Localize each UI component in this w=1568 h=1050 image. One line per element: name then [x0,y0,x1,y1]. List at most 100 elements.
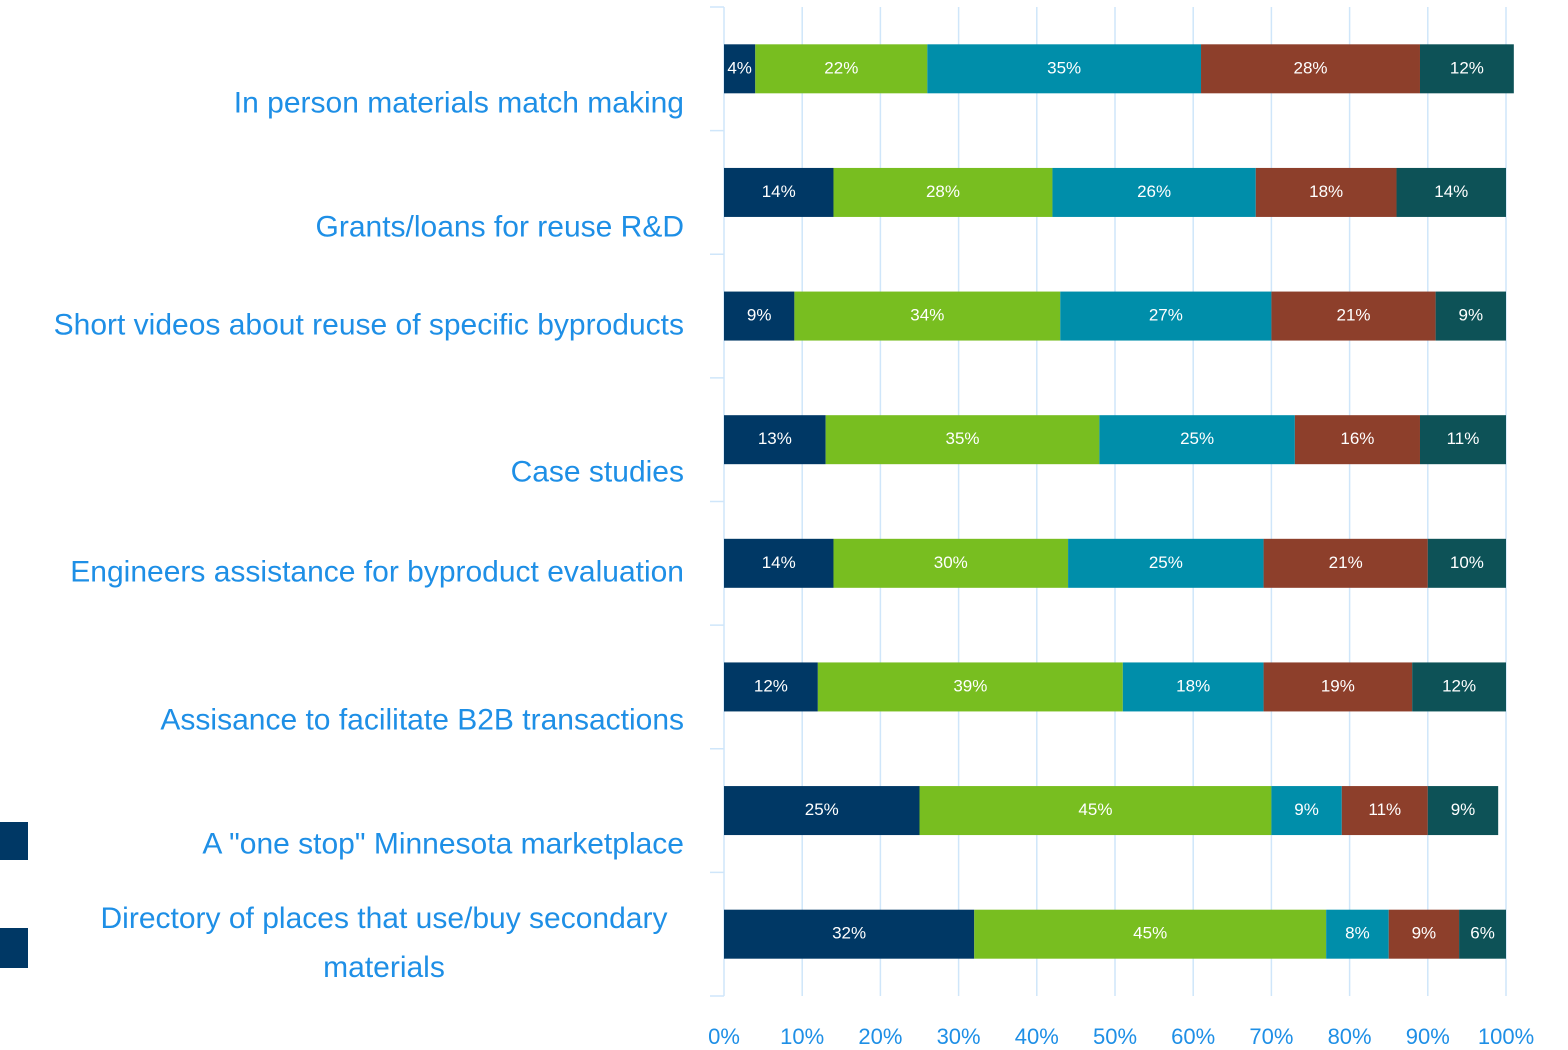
y-tick-label: Assisance to facilitate B2B transactions [160,703,684,737]
data-label: 25% [1180,429,1214,448]
data-label: 8% [1345,924,1370,943]
data-label: 9% [1412,924,1437,943]
x-tick-label: 90% [1406,1024,1450,1049]
bar-segment [1459,909,1506,959]
data-label: 35% [1047,58,1081,77]
bar-segment [1435,291,1506,341]
data-label: 39% [953,676,987,695]
bar-segment [1341,786,1428,836]
data-label: 14% [762,553,796,572]
data-label: 14% [1434,182,1468,201]
data-label: 28% [1293,58,1327,77]
x-tick-label: 60% [1171,1024,1215,1049]
data-label: 18% [1176,676,1210,695]
data-label: 6% [1470,924,1495,943]
bar-segment [1060,291,1272,341]
bar-segment [1263,662,1413,712]
bar-segment [1412,662,1506,712]
x-tick-label: 10% [780,1024,824,1049]
data-label: 19% [1321,676,1355,695]
bar-segment [724,291,795,341]
category-label-box: In person materials match making [4,79,684,128]
bar-segment [1294,415,1420,465]
data-label: 9% [1459,306,1484,325]
bar-segment [1052,167,1256,217]
data-label: 9% [747,306,772,325]
bar-segment [724,662,818,712]
bar-segment [724,786,920,836]
data-label: 13% [758,429,792,448]
data-label: 12% [754,676,788,695]
data-label: 11% [1447,429,1480,448]
category-label-box: Short videos about reuse of specific byp… [44,301,684,350]
y-tick-label: Grants/loans for reuse R&D [315,210,684,244]
bar-segment [724,538,834,588]
data-label: 21% [1329,553,1363,572]
category-label-box: Grants/loans for reuse R&D [4,203,684,252]
category-label-box: Case studies [4,448,684,497]
data-label: 9% [1294,800,1319,819]
data-label: 18% [1309,182,1343,201]
data-label: 34% [910,306,944,325]
bar-segment [1271,786,1342,836]
y-tick-label: Directory of places that use/buy seconda… [100,902,668,984]
data-label: 22% [824,58,858,77]
category-label-box: Directory of places that use/buy seconda… [84,894,684,992]
category-label-box: Assisance to facilitate B2B transactions [0,696,684,745]
bar-segment [1122,662,1264,712]
data-label: 26% [1137,182,1171,201]
x-tick-label: 70% [1249,1024,1293,1049]
bar-segment [1388,909,1460,959]
x-tick-label: 40% [1015,1024,1059,1049]
y-tick-label: Short videos about reuse of specific byp… [53,308,684,342]
legend-marker [0,822,28,860]
x-tick-label: 0% [708,1024,740,1049]
data-label: 12% [1450,58,1484,77]
bar-segment [1419,44,1514,94]
data-label: 21% [1336,306,1370,325]
bar-segment [919,786,1272,836]
bar-segment [724,44,756,94]
data-label: 16% [1340,429,1374,448]
x-tick-label: 20% [858,1024,902,1049]
data-label: 35% [945,429,979,448]
bar-segment [927,44,1202,94]
data-label: 45% [1078,800,1112,819]
data-label: 30% [934,553,968,572]
bar-segment [1326,909,1389,959]
bar-segment [825,415,1100,465]
data-label: 12% [1442,676,1476,695]
y-tick-label: Engineers assistance for byproduct evalu… [70,555,684,589]
bar-segment [1427,786,1499,836]
bar-segment [794,291,1061,341]
bar-segment [1263,538,1428,588]
bar-segment [1419,415,1506,465]
bar-segment [724,415,826,465]
bar-segment [1271,291,1436,341]
data-label: 32% [832,924,866,943]
bar-segment [1068,538,1264,588]
bar-segment [817,662,1123,712]
data-label: 45% [1133,924,1167,943]
bar-segment [1396,167,1506,217]
bar-segment [1255,167,1397,217]
y-tick-label: Case studies [510,455,684,489]
data-label: 25% [805,800,839,819]
x-tick-label: 50% [1093,1024,1137,1049]
data-label: 14% [762,182,796,201]
data-label: 11% [1368,800,1401,819]
data-label: 27% [1149,306,1183,325]
bar-segment [755,44,928,94]
bar-segment [833,538,1069,588]
bar-segment [1427,538,1506,588]
data-label: 4% [727,58,752,77]
bar-segment [724,167,834,217]
data-label: 28% [926,182,960,201]
y-tick-label: In person materials match making [233,86,684,120]
bar-segment [724,909,975,959]
bar-segment [1201,44,1420,94]
data-label: 25% [1149,553,1183,572]
bar-segment [833,167,1053,217]
